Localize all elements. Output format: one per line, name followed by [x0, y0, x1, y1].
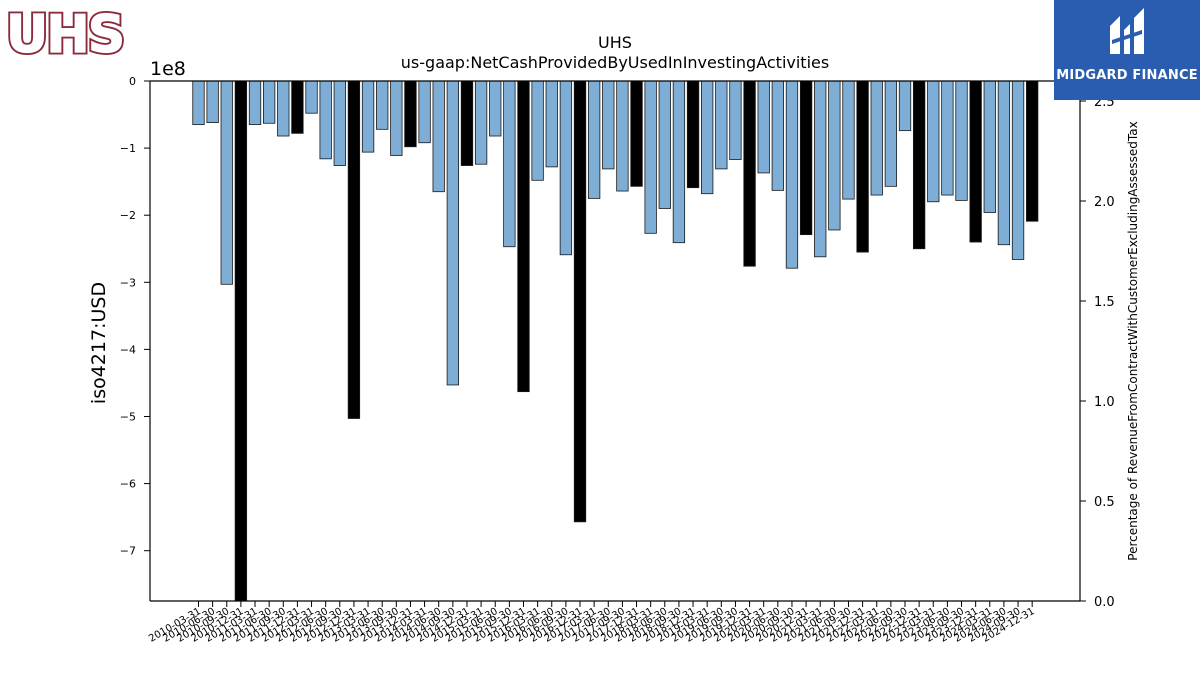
bar-2012-03-31 [305, 80, 318, 114]
bar-2018-12-31 [686, 80, 700, 189]
bar-2012-06-30 [319, 80, 332, 160]
bar-2015-09-30 [503, 80, 516, 248]
bar-2016-03-31 [531, 80, 544, 181]
bar-2016-06-30 [545, 80, 558, 168]
y-right-tick-label: 0.5 [1094, 495, 1115, 510]
bar-2024-06-30 [997, 80, 1011, 246]
bar-2021-09-30 [842, 80, 855, 200]
bar-2010-12-31 [234, 80, 248, 602]
bar-2011-06-30 [262, 80, 276, 124]
bar-2017-09-30 [616, 80, 629, 192]
bar-2023-12-31 [969, 80, 982, 243]
chart-title: UHS [598, 33, 632, 52]
chart-subtitle: us-gaap:NetCashProvidedByUsedInInvesting… [401, 53, 829, 72]
y-tick-label: −7 [120, 545, 136, 558]
y-tick-label: −4 [120, 343, 136, 356]
midgard-emblem-icon [1110, 8, 1144, 54]
bars-group [192, 80, 1039, 602]
bar-2018-03-31 [644, 80, 657, 234]
bar-2016-09-30 [559, 80, 573, 256]
bar-2019-12-31 [743, 80, 756, 267]
y-right-tick-label: 1.5 [1094, 295, 1115, 310]
bar-2015-06-30 [489, 80, 502, 137]
bar-2021-03-31 [814, 80, 827, 258]
bar-2019-06-30 [715, 80, 728, 170]
y-tick-label: 0 [129, 75, 136, 88]
midgard-finance-logo: MIDGARD FINANCE [1054, 0, 1200, 100]
y-tick-label: −5 [120, 410, 136, 423]
x-axis-ticks: 2010-03-312010-06-302010-09-302010-12-31… [147, 601, 1037, 645]
bar-2023-09-30 [955, 80, 968, 201]
bar-2020-03-31 [757, 80, 770, 174]
bar-2021-12-31 [856, 80, 869, 253]
bar-2014-09-30 [446, 80, 459, 386]
y-tick-label: −2 [120, 209, 136, 222]
bar-2017-03-31 [587, 80, 601, 199]
y-axis-exponent: 1e8 [150, 58, 186, 80]
bar-2022-09-30 [898, 80, 912, 132]
uhs-logo-text: UHS [6, 6, 123, 58]
bar-2022-12-31 [912, 80, 926, 250]
bar-2020-09-30 [785, 80, 799, 269]
bar-2019-03-31 [701, 80, 714, 195]
bar-2019-09-30 [729, 80, 742, 160]
bar-2011-03-31 [248, 80, 262, 126]
bar-2015-12-31 [517, 80, 530, 393]
bar-2010-09-30 [220, 80, 233, 285]
bar-2010-06-30 [206, 80, 219, 123]
bar-2013-12-31 [404, 80, 417, 148]
bar-2024-03-31 [983, 80, 996, 213]
bar-2015-03-31 [474, 80, 488, 165]
y-right-tick-label: 1.0 [1094, 395, 1115, 410]
uhs-logo: UHS UHS [4, 3, 128, 68]
bar-2020-06-30 [771, 80, 784, 191]
bar-2013-09-30 [390, 80, 403, 156]
bar-2018-06-30 [658, 80, 671, 209]
bar-2012-09-30 [333, 80, 346, 166]
bar-2023-03-31 [927, 80, 940, 203]
bar-2014-03-31 [418, 80, 431, 144]
y-axis-label: iso4217:USD [88, 282, 110, 404]
bar-2022-03-31 [870, 80, 883, 196]
bar-2022-06-30 [884, 80, 898, 187]
bar-2014-06-30 [432, 80, 445, 193]
bar-2020-12-31 [799, 80, 813, 236]
bar-2017-12-31 [630, 80, 643, 187]
bar-2013-03-31 [361, 80, 375, 153]
bar-2010-03-31 [192, 80, 205, 126]
y-tick-label: −1 [120, 142, 136, 155]
y-right-tick-label: 0.0 [1094, 595, 1115, 610]
bar-2018-09-30 [672, 80, 686, 244]
bar-2011-09-30 [277, 80, 290, 137]
bar-2011-12-31 [291, 80, 304, 134]
y-axis-ticks-right: 0.00.51.01.52.02.5 [1080, 95, 1115, 610]
bar-2012-12-31 [347, 80, 361, 419]
bar-2023-06-30 [941, 80, 954, 196]
bar-2024-12-31 [1026, 80, 1039, 222]
y-right-tick-label: 2.0 [1094, 195, 1115, 210]
bar-2014-12-31 [460, 80, 474, 166]
bar-2013-06-30 [376, 80, 389, 130]
midgard-finance-text: MIDGARD FINANCE [1056, 68, 1198, 83]
y-tick-label: −6 [120, 478, 136, 491]
y-axis-ticks: 0 −1 −2 −3 −4 −5 −6 −7 [120, 75, 150, 558]
bar-2017-06-30 [602, 80, 615, 170]
uhs-logo-inline: UHS [6, 6, 123, 58]
y-tick-label: −3 [120, 276, 136, 289]
y-axis-label-right: Percentage of RevenueFromContractWithCus… [1126, 121, 1140, 560]
bar-2016-12-31 [573, 80, 587, 523]
bar-2021-06-30 [828, 80, 841, 231]
bar-2024-09-30 [1011, 80, 1025, 260]
